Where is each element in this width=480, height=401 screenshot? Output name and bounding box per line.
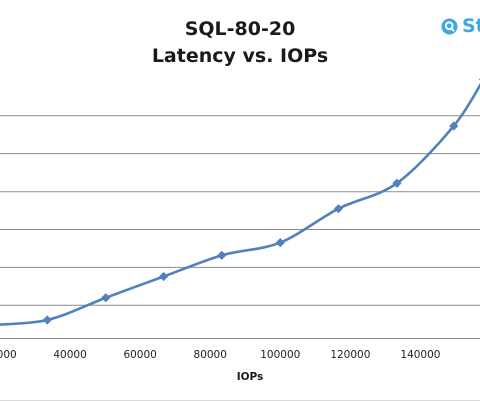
data-point	[392, 178, 402, 188]
x-axis-label: IOPs	[237, 371, 264, 383]
x-tick-label: 40000	[53, 349, 86, 361]
data-point	[159, 271, 169, 282]
x-tick-label: 80000	[194, 349, 227, 361]
data-point	[217, 250, 227, 260]
chart-title: SQL-80-20 Latency vs. IOPs	[0, 16, 480, 70]
x-tick-label: 20000	[0, 349, 17, 361]
data-point	[42, 315, 52, 325]
brand-logo: St	[441, 14, 480, 38]
data-point	[333, 204, 344, 214]
x-tick-label: 100000	[260, 349, 300, 361]
series-line-0	[0, 82, 480, 326]
x-tick-label: 120000	[330, 349, 370, 361]
chart-title-line-2: Latency vs. IOPs	[151, 45, 329, 67]
chart-title-line-1: SQL-80-20	[184, 18, 296, 40]
storagereview-logo-icon	[441, 18, 458, 34]
data-point	[449, 121, 459, 131]
x-tick-label: 140000	[400, 349, 440, 361]
data-point	[101, 293, 111, 303]
data-point	[275, 238, 285, 248]
x-tick-label: 60000	[123, 349, 156, 361]
brand-text: St	[462, 15, 480, 37]
